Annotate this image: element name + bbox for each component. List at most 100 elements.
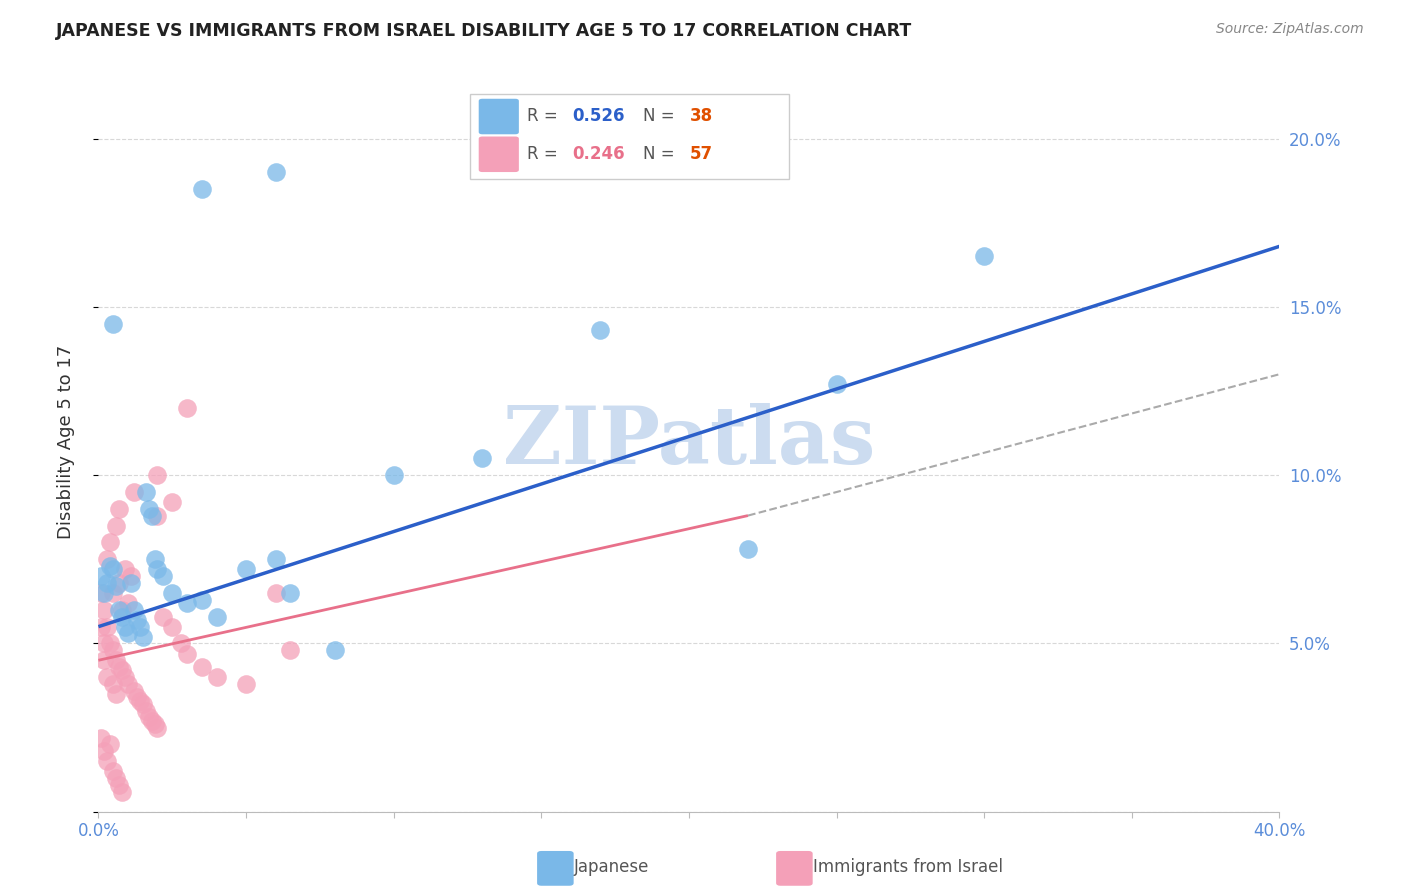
Point xyxy=(114,670,136,684)
Text: R =: R = xyxy=(527,145,564,163)
Text: N =: N = xyxy=(643,145,679,163)
Point xyxy=(96,552,118,566)
Text: ZIPatlas: ZIPatlas xyxy=(503,402,875,481)
Point xyxy=(111,664,134,678)
Point xyxy=(98,559,121,574)
Point xyxy=(382,468,405,483)
Point xyxy=(120,569,142,583)
Point xyxy=(111,609,134,624)
Point xyxy=(264,552,287,566)
Point xyxy=(90,569,112,583)
Point xyxy=(135,485,157,500)
Point xyxy=(132,630,155,644)
Point xyxy=(205,670,228,684)
Point xyxy=(737,542,759,557)
Text: R =: R = xyxy=(527,107,564,125)
Point xyxy=(162,619,183,633)
Point xyxy=(138,710,160,724)
Point xyxy=(278,643,302,657)
Point xyxy=(235,677,257,691)
Point xyxy=(90,619,112,633)
Point xyxy=(93,653,115,667)
Point xyxy=(103,586,125,600)
Text: N =: N = xyxy=(643,107,679,125)
Point xyxy=(96,670,118,684)
Point xyxy=(105,579,128,593)
Text: 0.246: 0.246 xyxy=(572,145,624,163)
Text: 38: 38 xyxy=(690,107,713,125)
Point xyxy=(108,501,131,516)
Point xyxy=(90,731,112,745)
Point xyxy=(176,647,198,661)
Point xyxy=(128,694,150,708)
Point xyxy=(235,562,257,576)
Point xyxy=(141,714,163,728)
Point xyxy=(98,738,121,752)
Point xyxy=(114,619,136,633)
Point xyxy=(122,603,145,617)
Point xyxy=(264,586,287,600)
FancyBboxPatch shape xyxy=(471,94,789,178)
Point xyxy=(111,784,134,798)
Point xyxy=(98,636,121,650)
Point xyxy=(117,596,139,610)
Point xyxy=(825,377,848,392)
Point xyxy=(105,653,128,667)
Point xyxy=(152,609,174,624)
Point xyxy=(264,165,287,179)
Text: 57: 57 xyxy=(690,145,713,163)
FancyBboxPatch shape xyxy=(478,136,519,172)
Point xyxy=(143,552,166,566)
Point xyxy=(176,596,198,610)
Point xyxy=(323,643,346,657)
Point xyxy=(138,501,160,516)
Point xyxy=(132,697,155,711)
Point xyxy=(103,677,125,691)
Point xyxy=(589,324,612,338)
Point xyxy=(117,626,139,640)
Point xyxy=(143,717,166,731)
Point xyxy=(162,586,183,600)
Point xyxy=(176,401,198,415)
Point xyxy=(146,468,169,483)
Point xyxy=(125,690,148,705)
FancyBboxPatch shape xyxy=(478,99,519,135)
Point xyxy=(108,575,131,590)
Point xyxy=(128,619,150,633)
Point xyxy=(103,764,125,779)
Point xyxy=(191,182,214,196)
Text: 0.526: 0.526 xyxy=(572,107,624,125)
Point xyxy=(90,586,112,600)
Point xyxy=(146,721,169,735)
Point xyxy=(96,619,118,633)
Point xyxy=(93,603,115,617)
Point xyxy=(191,660,214,674)
Point xyxy=(122,485,145,500)
Point xyxy=(93,636,115,650)
Point xyxy=(125,613,148,627)
Point xyxy=(96,754,118,768)
Point xyxy=(111,603,134,617)
Text: JAPANESE VS IMMIGRANTS FROM ISRAEL DISABILITY AGE 5 TO 17 CORRELATION CHART: JAPANESE VS IMMIGRANTS FROM ISRAEL DISAB… xyxy=(56,22,912,40)
Y-axis label: Disability Age 5 to 17: Disability Age 5 to 17 xyxy=(56,344,75,539)
Point xyxy=(103,317,125,331)
Point xyxy=(122,683,145,698)
Point xyxy=(162,495,183,509)
Point xyxy=(117,677,139,691)
Point xyxy=(96,575,118,590)
Point xyxy=(98,535,121,549)
Point xyxy=(114,562,136,576)
Point xyxy=(120,575,142,590)
Text: Japanese: Japanese xyxy=(574,858,650,876)
Point xyxy=(278,586,302,600)
Text: Source: ZipAtlas.com: Source: ZipAtlas.com xyxy=(1216,22,1364,37)
Point xyxy=(105,687,128,701)
Point xyxy=(146,562,169,576)
Point xyxy=(93,744,115,758)
Point xyxy=(973,249,995,264)
Point xyxy=(146,508,169,523)
Point xyxy=(108,603,131,617)
Point xyxy=(105,771,128,785)
Point xyxy=(170,636,193,650)
Text: Immigrants from Israel: Immigrants from Israel xyxy=(813,858,1002,876)
